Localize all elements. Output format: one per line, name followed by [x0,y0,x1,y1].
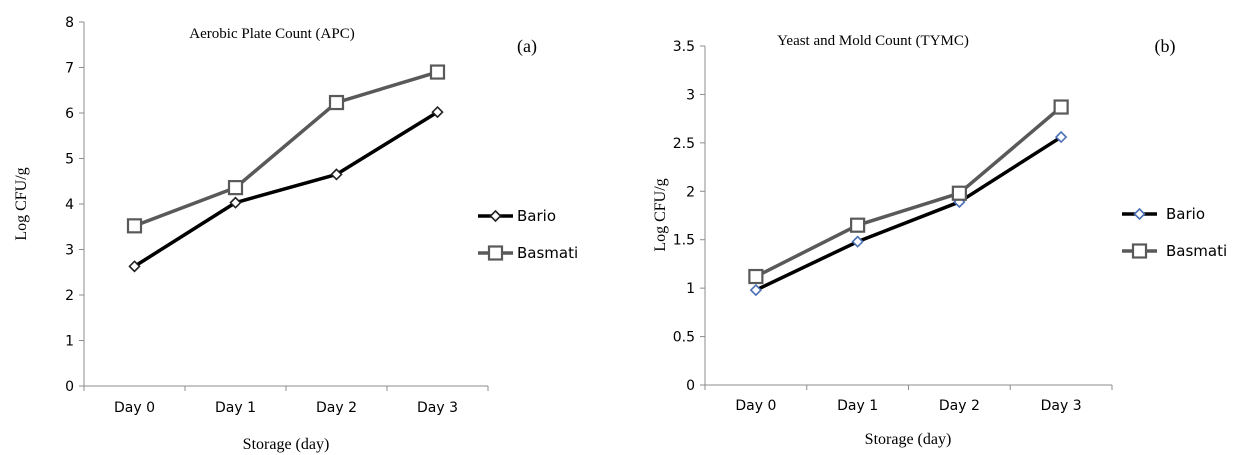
data-point-bario [128,260,141,273]
series-line-bario [755,135,1063,292]
legend-item-basmati: Basmati [478,244,578,262]
chart-title: Aerobic Plate Count (APC) [189,26,354,42]
panel-label: (a) [517,36,537,57]
data-point-basmati [951,185,967,201]
data-point-bario [749,283,763,297]
y-tick-label: 3 [686,87,695,103]
legend-label: Basmati [517,244,578,262]
x-tick-label: Day 0 [735,398,776,414]
data-point-basmati [328,94,345,111]
legend-item-bario: Bario [1122,205,1205,223]
y-tick-label: 1.5 [673,233,695,249]
data-point-bario [1054,130,1068,144]
y-tick-label: 3.5 [673,39,695,55]
legend-label: Bario [1166,205,1205,223]
data-point-bario [431,105,444,119]
data-point-basmati [850,217,866,233]
legend-marker [1133,207,1146,221]
y-tick-label: 3 [65,243,74,259]
series-line-basmati [755,105,1063,279]
legend-marker [487,245,504,261]
x-tick-label: Day 2 [939,398,980,414]
y-tick-label: 0.5 [673,330,695,346]
y-tick-label: 7 [65,61,74,77]
x-tick-label: Day 3 [1041,398,1082,414]
x-tick-label: Day 1 [837,398,878,414]
data-point-basmati [227,180,244,196]
y-tick-label: 2 [686,184,695,200]
panel-label: (b) [1155,36,1176,57]
chart-title: Yeast and Mold Count (TYMC) [777,33,969,49]
y-tick-label: 6 [65,106,74,122]
y-tick-label: 5 [65,152,74,168]
chart-b: 0 0.5 1 1.5 2 2.5 3 3.5 Day 0 Day 1 Day 2 Day 3 Yeas… [652,33,1227,448]
data-point-bario [229,196,242,209]
y-tick-label: 1 [686,281,695,297]
y-tick-label: 4 [65,197,74,213]
data-point-basmati [1053,99,1069,115]
series-basmati [748,99,1069,285]
series-basmati [126,64,446,234]
data-point-bario [851,235,864,248]
x-axis-label: Storage (day) [243,436,330,453]
x-axis-label: Storage (day) [865,431,952,448]
legend-marker [1131,243,1148,259]
y-tick-label: 8 [65,15,74,31]
x-tick-label: Day 3 [417,400,458,416]
y-axis-label: Log CFU/g [652,178,669,251]
legend-item-basmati: Basmati [1122,242,1227,260]
legend-label: Bario [517,207,556,225]
x-tick-label: Day 2 [316,400,357,416]
y-tick-label: 0 [65,379,74,395]
data-point-bario [330,168,343,181]
data-point-basmati [748,268,764,285]
series-line-bario [133,110,439,268]
series-bario [128,105,444,273]
data-point-basmati [429,64,446,80]
legend-marker [489,209,502,223]
chart-a: 0 1 2 3 4 5 6 7 8 Day 0 Day 1 Day 2 Day 3 Aerobic Pla… [13,15,578,453]
x-tick-label: Day 1 [215,400,256,416]
y-tick-label: 2.5 [673,136,695,152]
legend-item-bario: Bario [478,207,556,225]
y-tick-label: 1 [65,334,74,350]
series-line-basmati [133,70,439,228]
data-point-basmati [126,218,143,234]
legend-label: Basmati [1166,242,1227,260]
y-tick-label: 0 [686,378,695,394]
y-tick-label: 2 [65,288,74,304]
series-bario [749,130,1068,297]
x-tick-label: Day 0 [114,400,155,416]
y-axis-label: Log CFU/g [13,167,30,240]
